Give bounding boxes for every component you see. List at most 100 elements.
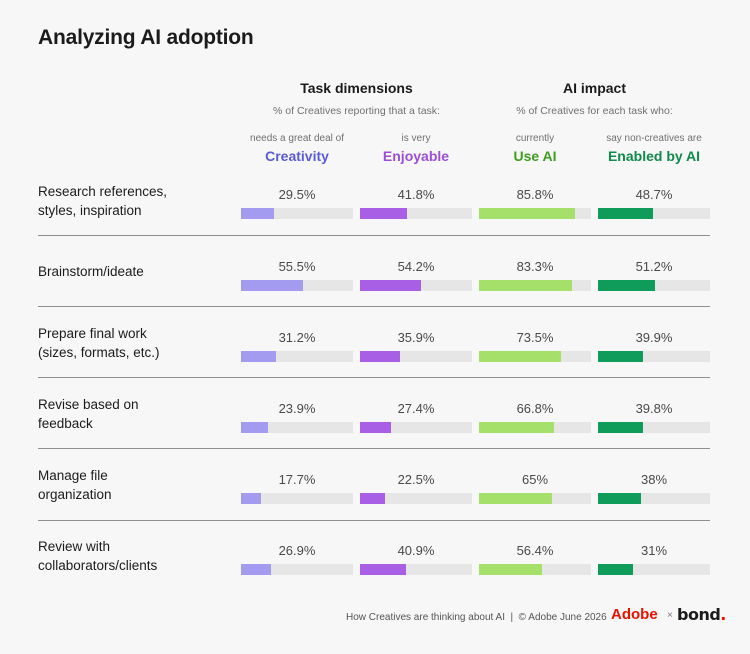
bar [241, 493, 261, 504]
bar [360, 351, 401, 362]
data-label: 51.2% [635, 259, 673, 274]
bar-cell: 83.3% [479, 258, 591, 291]
column-header-enjoyable: is very Enjoyable [357, 133, 475, 166]
bar [360, 422, 391, 433]
column-header-label: Enabled by AI [607, 148, 701, 164]
column-header-prefix: currently [515, 133, 555, 144]
bar [479, 493, 552, 504]
bar [241, 422, 268, 433]
row-label: Brainstorm/ideate [38, 264, 144, 279]
bar-track [360, 422, 472, 433]
bond-logo-dot: . [720, 605, 726, 624]
bar-cell: 17.7% [241, 471, 353, 504]
data-label: 41.8% [397, 187, 435, 202]
bar-cell: 39.9% [598, 329, 710, 362]
bar-cell: 40.9% [360, 542, 472, 575]
bar [360, 493, 386, 504]
data-label: 39.9% [635, 330, 673, 345]
bar-cell: 73.5% [479, 329, 591, 362]
data-label: 39.8% [635, 401, 673, 416]
data-label: 29.5% [278, 187, 316, 202]
row-label: Research references, styles, inspiration [38, 184, 168, 218]
page-title: Analyzing AI adoption [38, 26, 254, 49]
bar-track [360, 493, 472, 504]
group-subtitle: % of Creatives reporting that a task: [273, 105, 440, 117]
data-label: 27.4% [397, 401, 435, 416]
group-title: AI impact [562, 80, 626, 96]
column-header-creativity: needs a great deal of Creativity [238, 133, 356, 166]
data-label: 55.5% [278, 259, 316, 274]
data-label: 26.9% [278, 543, 316, 558]
bar-cell: 85.8% [479, 186, 591, 219]
bar [241, 564, 272, 575]
bar [598, 564, 633, 575]
column-header-use-ai: currently Use AI [476, 133, 594, 166]
bar [598, 280, 656, 291]
bar-cell: 48.7% [598, 186, 710, 219]
bar-track [479, 351, 591, 362]
bar [479, 351, 562, 362]
bar-cell: 41.8% [360, 186, 472, 219]
bar-cell: 23.9% [241, 400, 353, 433]
bar [241, 351, 276, 362]
bar [241, 208, 275, 219]
data-label: 83.3% [516, 259, 554, 274]
bar [598, 208, 653, 219]
bar-track [241, 351, 353, 362]
bar [479, 422, 554, 433]
bar-cell: 31.2% [241, 329, 353, 362]
data-label: 38% [640, 472, 668, 487]
data-label: 31% [640, 543, 668, 558]
data-label: 17.7% [278, 472, 316, 487]
adobe-logo: Adobe [611, 606, 658, 623]
data-label: 22.5% [397, 472, 435, 487]
bar-cell: 54.2% [360, 258, 472, 291]
bar-cell: 22.5% [360, 471, 472, 504]
bar-cell: 31% [598, 542, 710, 575]
bar-track [360, 208, 472, 219]
bar-cell: 27.4% [360, 400, 472, 433]
column-header-prefix: is very [401, 133, 431, 144]
bar-track [241, 422, 353, 433]
bar-track [241, 208, 353, 219]
data-label: 48.7% [635, 187, 673, 202]
bar-track [598, 422, 710, 433]
bar-cell: 29.5% [241, 186, 353, 219]
data-label: 85.8% [516, 187, 554, 202]
data-label: 65% [521, 472, 549, 487]
bar-track [241, 564, 353, 575]
column-header-label: Creativity [265, 148, 329, 164]
group-title: Task dimensions [300, 80, 413, 96]
bar-cell: 55.5% [241, 258, 353, 291]
bar-cell: 65% [479, 471, 591, 504]
row-label: Review with collaborators/clients [38, 539, 158, 573]
bar-track [598, 564, 710, 575]
data-label: 66.8% [516, 401, 554, 416]
bar [479, 564, 543, 575]
row-divider [38, 235, 710, 236]
bar [479, 208, 576, 219]
bar-cell: 66.8% [479, 400, 591, 433]
bar-track [479, 564, 591, 575]
data-label: 40.9% [397, 543, 435, 558]
row-label: Manage file organization [38, 468, 112, 502]
data-label: 35.9% [397, 330, 435, 345]
bar [360, 280, 421, 291]
footer-text: How Creatives are thinking about AI | © … [346, 612, 607, 623]
column-header-label: Enjoyable [382, 148, 450, 164]
column-header-prefix: say non-creatives are [606, 133, 702, 144]
bar [479, 280, 573, 291]
bond-logo: bond. [677, 605, 726, 624]
row-label: Revise based on feedback [38, 397, 139, 431]
row-divider [38, 377, 710, 378]
bar-cell: 26.9% [241, 542, 353, 575]
row-divider [38, 306, 710, 307]
data-label: 73.5% [516, 330, 554, 345]
data-label: 54.2% [397, 259, 435, 274]
bar-track [479, 493, 591, 504]
bar [360, 564, 406, 575]
bar [360, 208, 407, 219]
data-label: 31.2% [278, 330, 316, 345]
bar-track [479, 422, 591, 433]
group-subtitle: % of Creatives for each task who: [516, 105, 673, 117]
